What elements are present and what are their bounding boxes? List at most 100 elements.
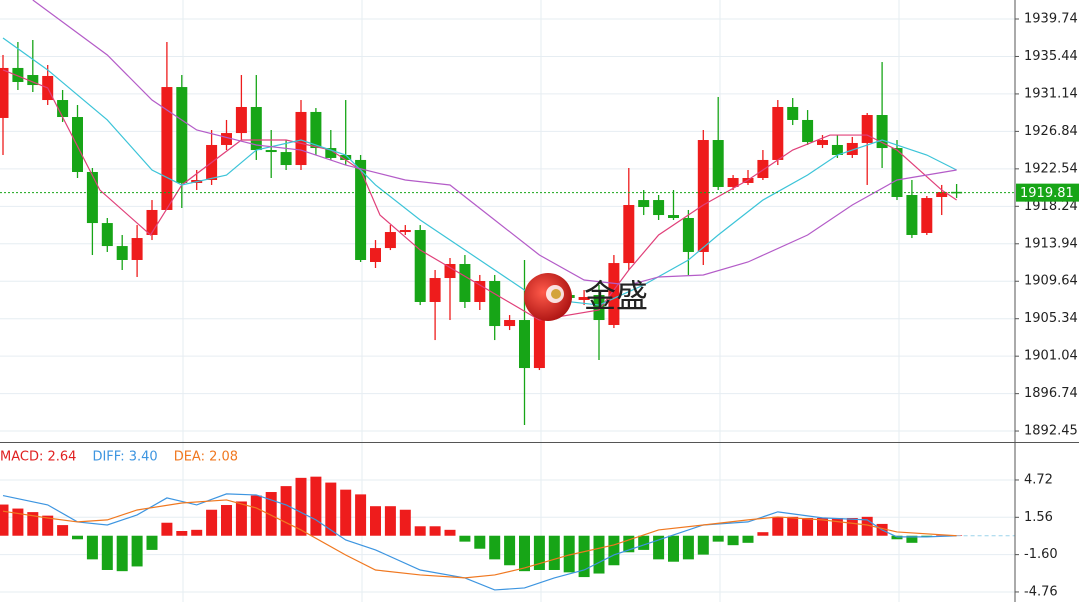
- candle-body: [802, 119, 814, 143]
- y-tick-label: -1.60: [1024, 547, 1058, 562]
- candle-body: [593, 295, 605, 321]
- macd-bar: [846, 518, 858, 536]
- y-tick-label: 1931.14: [1024, 86, 1078, 101]
- macd-bar: [831, 518, 843, 536]
- macd-bar: [370, 506, 381, 536]
- candle-body: [414, 230, 426, 302]
- macd-bar: [519, 535, 530, 572]
- candle-body: [474, 280, 486, 302]
- macd-bar: [429, 526, 441, 536]
- candle-body: [697, 140, 709, 252]
- macd-bar: [250, 495, 262, 536]
- last-price-label: 1919.81: [1020, 186, 1074, 201]
- candle-body: [340, 155, 352, 160]
- macd-bar: [86, 535, 98, 560]
- macd-bar: [221, 505, 232, 536]
- candle-body: [355, 159, 367, 260]
- candle-body: [131, 238, 143, 260]
- candle-body: [444, 263, 456, 279]
- macd-bar: [563, 535, 575, 573]
- y-tick-label: 1922.54: [1024, 161, 1078, 176]
- y-tick-label: 4.72: [1024, 472, 1053, 487]
- candle-body: [608, 263, 620, 325]
- candle-body: [0, 67, 9, 118]
- y-tick-label: 1896.74: [1024, 386, 1078, 401]
- candle-body: [817, 140, 828, 145]
- macd-bar: [355, 494, 367, 536]
- y-tick-label: 1892.45: [1024, 424, 1078, 439]
- y-tick-label: 1901.04: [1024, 349, 1078, 364]
- macd-bar: [206, 509, 218, 536]
- macd-bar: [608, 535, 620, 566]
- candle-body: [876, 115, 888, 149]
- macd-bar: [668, 535, 679, 562]
- candle-body: [772, 106, 784, 160]
- logo-dot: [551, 289, 561, 299]
- y-tick-label: 1939.74: [1024, 11, 1078, 26]
- candle-body: [846, 142, 858, 156]
- macd-bar: [504, 535, 516, 566]
- candle-body: [429, 278, 441, 302]
- candle-body: [161, 87, 173, 210]
- candle-body: [653, 200, 665, 216]
- candle-body: [668, 215, 679, 218]
- macd-bar: [116, 535, 128, 572]
- candle-body: [638, 200, 650, 208]
- macd-bar: [817, 518, 828, 536]
- legend-entry: MACD: 2.64: [0, 450, 76, 465]
- y-tick-label: 1918.24: [1024, 199, 1078, 214]
- candle-body: [399, 230, 411, 233]
- macd-bar: [57, 525, 69, 536]
- logo: 金盛: [524, 273, 648, 321]
- candle-body: [504, 320, 516, 327]
- candle-body: [116, 246, 128, 260]
- y-tick-label: 1926.84: [1024, 124, 1078, 139]
- last-price-box: [1016, 183, 1079, 202]
- macd-bar: [697, 535, 709, 555]
- macd-bar: [444, 529, 456, 536]
- candle-body: [250, 106, 262, 151]
- legend-entry: DEA: 2.08: [174, 450, 238, 465]
- macd-bar: [399, 509, 411, 536]
- macd-bar: [548, 535, 560, 570]
- indicator-line: [2, 493, 957, 591]
- macd-bar: [682, 535, 694, 560]
- y-tick-label: 1905.34: [1024, 311, 1078, 326]
- macd-bar: [861, 516, 873, 536]
- macd-bar: [191, 529, 203, 536]
- macd-bar: [623, 535, 635, 553]
- moving-average-line: [2, 37, 957, 306]
- moving-average-line: [32, 0, 957, 286]
- macd-bar: [757, 532, 769, 536]
- y-tick-label: 1.56: [1024, 510, 1053, 525]
- macd-bar: [146, 535, 158, 550]
- y-tick-label: 1909.64: [1024, 274, 1078, 289]
- macd-bar: [72, 535, 83, 540]
- candle-body: [57, 100, 69, 118]
- macd-bar: [265, 492, 277, 536]
- candle-body: [921, 198, 933, 233]
- macd-bar: [176, 531, 188, 536]
- candle-body: [712, 140, 724, 187]
- macd-bar: [12, 508, 24, 536]
- macd-bar: [414, 526, 426, 536]
- candle-body: [578, 297, 590, 300]
- candle-body: [235, 106, 247, 134]
- moving-average-line: [2, 69, 957, 321]
- macd-bar: [280, 486, 292, 536]
- candle-body: [384, 232, 396, 249]
- candle-body: [12, 67, 24, 82]
- macd-bar: [161, 522, 173, 536]
- macd-bar: [638, 535, 650, 550]
- macd-bar: [727, 535, 739, 546]
- candle-body: [519, 320, 530, 369]
- macd-bar: [27, 512, 39, 536]
- candle-body: [265, 150, 277, 153]
- legend-entry: DIFF: 3.40: [92, 450, 157, 465]
- macd-bar: [42, 515, 54, 536]
- macd-bar: [489, 535, 501, 560]
- candle-body: [891, 148, 903, 197]
- candle-body: [727, 178, 739, 187]
- macd-bar: [235, 501, 247, 536]
- candle-body: [86, 171, 98, 224]
